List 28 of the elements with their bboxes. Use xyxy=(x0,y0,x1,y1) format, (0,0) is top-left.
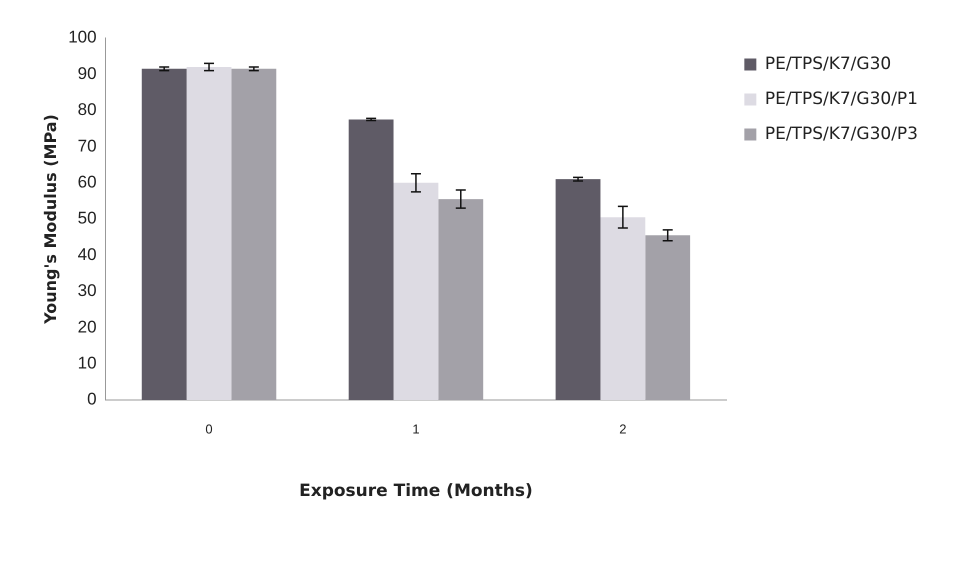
y-tick-label: 50 xyxy=(78,208,97,228)
bar xyxy=(600,217,646,400)
x-tick-label: 2 xyxy=(619,421,626,436)
bar xyxy=(645,235,690,400)
bar xyxy=(438,199,484,400)
y-tick-label: 30 xyxy=(78,281,97,300)
y-tick-label: 40 xyxy=(78,244,97,264)
x-axis-title: Exposure Time (Months) xyxy=(299,481,533,502)
y-tick-label: 10 xyxy=(78,353,97,372)
y-tick-label: 90 xyxy=(78,64,97,83)
bar xyxy=(556,179,600,400)
y-axis-title: Young's Modulus (MPa) xyxy=(40,114,60,325)
bar xyxy=(348,119,394,400)
y-tick-label: 0 xyxy=(87,390,97,409)
x-tick-label: 0 xyxy=(205,421,213,436)
bar xyxy=(394,182,438,400)
bar xyxy=(142,68,187,400)
x-tick-label: 1 xyxy=(412,421,420,436)
y-tick-label: 20 xyxy=(78,317,97,336)
y-tick-label: 100 xyxy=(68,28,97,47)
y-tick-label: 80 xyxy=(78,100,97,120)
y-tick-label: 70 xyxy=(78,136,97,156)
legend-label: PE/TPS/K7/G30/P3 xyxy=(764,124,918,144)
legend-label: PE/TPS/K7/G30 xyxy=(764,54,892,74)
bar xyxy=(186,66,232,400)
y-tick-label: 60 xyxy=(78,172,97,192)
legend-label: PE/TPS/K7/G30/P1 xyxy=(764,88,918,109)
bar xyxy=(231,68,276,400)
